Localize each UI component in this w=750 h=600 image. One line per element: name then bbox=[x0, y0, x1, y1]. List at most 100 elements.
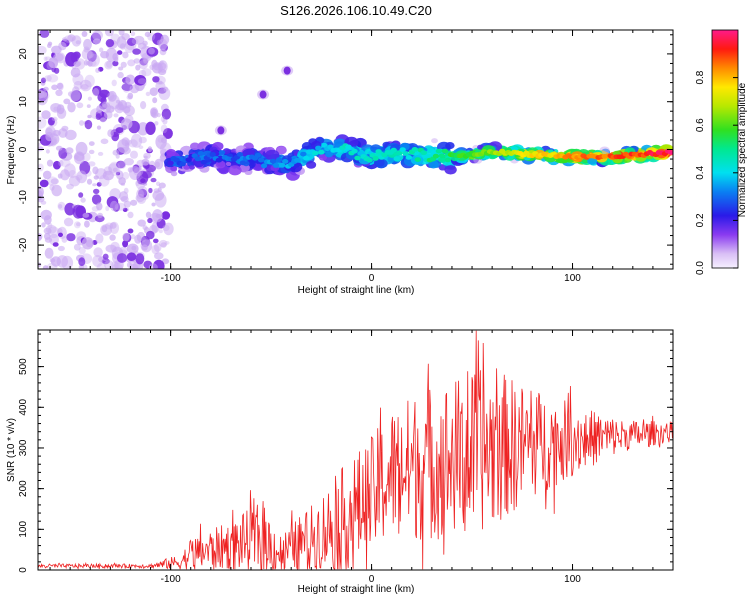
y-tick-label: 200 bbox=[18, 480, 29, 497]
noise-blob bbox=[129, 263, 139, 269]
noise-blob bbox=[150, 107, 158, 115]
noise-blob bbox=[59, 158, 71, 167]
y-tick-label: -20 bbox=[18, 237, 29, 252]
noise-blob bbox=[161, 108, 172, 120]
noise-blob bbox=[154, 252, 164, 260]
noise-blob bbox=[124, 142, 130, 148]
noise-blob bbox=[115, 171, 121, 176]
noise-blob bbox=[58, 159, 64, 167]
noise-blob bbox=[52, 242, 59, 247]
chart-title: S126.2026.106.10.49.C20 bbox=[280, 3, 432, 18]
isolated-blob bbox=[217, 126, 225, 135]
noise-blob bbox=[135, 64, 141, 71]
noise-blob bbox=[159, 239, 168, 248]
noise-blob bbox=[151, 59, 158, 68]
noise-blob bbox=[160, 124, 168, 134]
colorbar-tick-label: 0.2 bbox=[695, 213, 706, 227]
noise-blob bbox=[38, 142, 41, 147]
ridge-blob bbox=[325, 151, 333, 158]
ridge-core bbox=[375, 149, 382, 154]
ridge-core bbox=[179, 161, 186, 167]
noise-blob bbox=[118, 66, 124, 71]
noise-blob bbox=[122, 240, 129, 248]
y-axis-label: SNR (10 * v/v) bbox=[6, 418, 17, 482]
noise-blob bbox=[86, 104, 91, 108]
noise-blob bbox=[157, 62, 167, 71]
ridge-blob bbox=[170, 171, 178, 177]
colorbar-label: Normalized spectral amplitude bbox=[737, 82, 748, 217]
ridge-core bbox=[390, 147, 397, 153]
noise-blob bbox=[159, 48, 167, 56]
noise-blob bbox=[64, 163, 76, 177]
noise-blob bbox=[151, 202, 156, 207]
ridge-core bbox=[257, 157, 265, 163]
noise-blob bbox=[46, 262, 58, 269]
noise-blob bbox=[120, 61, 127, 68]
noise-blob bbox=[38, 45, 47, 55]
x-tick-label: 0 bbox=[369, 574, 375, 585]
noise-blob bbox=[75, 40, 81, 45]
noise-blob bbox=[76, 170, 88, 184]
noise-blob bbox=[75, 141, 88, 156]
ridge-core bbox=[441, 148, 449, 154]
x-tick-label: -100 bbox=[161, 574, 181, 585]
noise-blob bbox=[58, 232, 63, 237]
noise-blob bbox=[51, 184, 62, 197]
noise-blob bbox=[141, 244, 148, 251]
noise-blob bbox=[117, 71, 124, 79]
noise-blob bbox=[147, 146, 153, 153]
ridge-core bbox=[405, 155, 412, 160]
noise-blob bbox=[127, 211, 134, 219]
noise-blob bbox=[135, 194, 145, 203]
y-tick-label: 500 bbox=[18, 358, 29, 375]
noise-blob bbox=[104, 60, 113, 70]
noise-blob bbox=[145, 121, 156, 135]
x-tick-label: 100 bbox=[564, 574, 581, 585]
noise-blob bbox=[137, 185, 148, 196]
noise-blob bbox=[40, 77, 47, 84]
ridge-blob bbox=[170, 166, 177, 172]
isolated-blob bbox=[259, 90, 267, 99]
noise-blob bbox=[78, 192, 84, 198]
noise-blob bbox=[51, 116, 58, 122]
noise-blob bbox=[141, 236, 146, 243]
noise-blob bbox=[53, 53, 64, 62]
y-tick-label: 20 bbox=[18, 48, 29, 60]
y-tick-label: 100 bbox=[18, 521, 29, 538]
noise-blob bbox=[158, 229, 163, 234]
ridge-core bbox=[372, 156, 379, 161]
noise-blob bbox=[137, 42, 147, 50]
noise-blob bbox=[61, 236, 68, 243]
noise-blob bbox=[130, 31, 136, 37]
noise-blob bbox=[145, 164, 156, 173]
noise-blob bbox=[118, 246, 128, 255]
noise-blob bbox=[61, 125, 69, 132]
noise-blob bbox=[105, 39, 115, 48]
noise-blob bbox=[118, 177, 126, 186]
noise-blob bbox=[127, 59, 136, 67]
noise-blob bbox=[123, 200, 131, 208]
noise-blob bbox=[127, 228, 134, 234]
noise-blob bbox=[69, 90, 81, 102]
noise-blob bbox=[156, 113, 161, 118]
noise-blob bbox=[147, 217, 153, 224]
isolated-blob bbox=[283, 66, 291, 75]
colorbar-gradient bbox=[711, 29, 739, 269]
noise-blob bbox=[158, 182, 166, 189]
noise-blob bbox=[148, 47, 155, 55]
noise-blob bbox=[50, 256, 62, 267]
snr-frame bbox=[37, 329, 674, 571]
y-axis-label: Frequency (Hz) bbox=[6, 116, 17, 185]
x-tick-label: -100 bbox=[161, 273, 181, 284]
noise-blob bbox=[143, 152, 151, 160]
noise-blob bbox=[127, 92, 134, 100]
y-tick-label: 0 bbox=[18, 146, 29, 152]
noise-blob bbox=[112, 60, 119, 67]
noise-blob bbox=[145, 91, 151, 97]
noise-blob bbox=[66, 233, 76, 242]
ridge-core bbox=[327, 144, 334, 150]
noise-blob bbox=[160, 242, 167, 248]
noise-blob bbox=[55, 145, 63, 151]
y-tick-label: 10 bbox=[18, 96, 29, 108]
